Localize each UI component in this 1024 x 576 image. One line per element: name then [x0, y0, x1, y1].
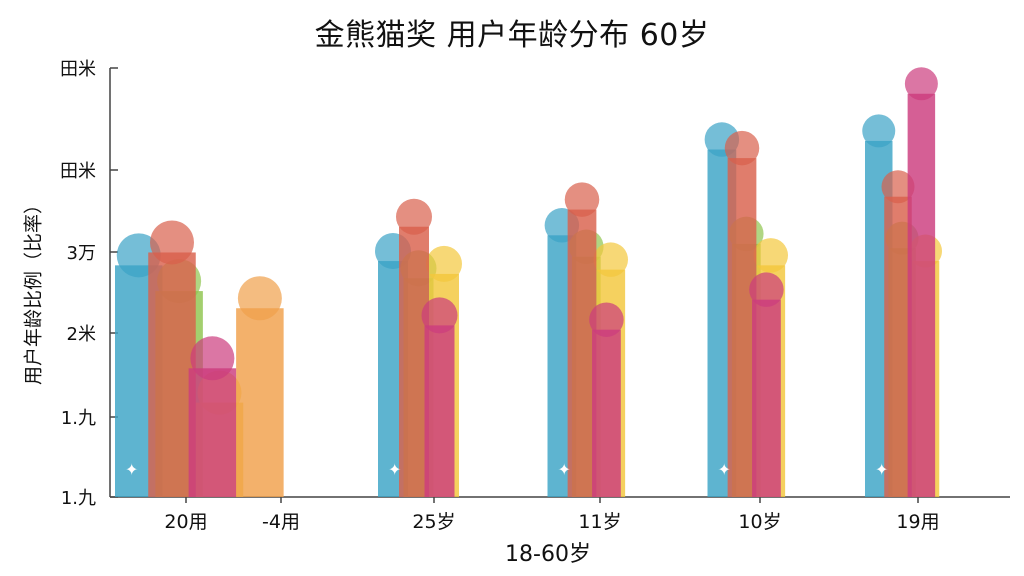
bar — [148, 252, 196, 497]
x-axis-label: 18-60岁 — [505, 542, 591, 567]
panda-head-icon — [426, 245, 462, 282]
panda-head-icon — [881, 170, 915, 204]
bar — [727, 158, 757, 497]
bar — [752, 299, 781, 497]
y-tick-label: 田米 — [60, 59, 96, 80]
bar — [592, 329, 621, 497]
panda-head-icon — [421, 297, 458, 334]
panda-head-icon — [862, 114, 896, 148]
panda-head-icon — [396, 198, 432, 235]
panda-head-icon — [724, 130, 760, 166]
x-tick-label: 10岁 — [738, 511, 781, 533]
y-tick-label: 1.九 — [61, 488, 96, 509]
panda-head-icon — [753, 238, 788, 273]
panda-head-icon — [564, 182, 600, 217]
panda-head-icon — [749, 272, 784, 307]
x-tick-label: 19用 — [896, 511, 939, 533]
chart-title: 金熊猫奖 用户年龄分布 60岁 — [314, 18, 710, 53]
x-tick-label: 25岁 — [412, 511, 455, 533]
y-tick-label: 1.九 — [61, 408, 96, 429]
panda-head-icon — [904, 67, 938, 101]
sparkle-icon: ✦ — [388, 460, 401, 479]
panda-head-icon — [589, 302, 624, 337]
y-tick-label: 田米 — [60, 161, 96, 182]
sparkle-icon: ✦ — [875, 460, 888, 479]
bar — [236, 308, 284, 497]
panda-head-icon — [593, 242, 628, 277]
bar — [567, 209, 597, 497]
bar — [907, 93, 936, 498]
bar — [399, 226, 429, 498]
bar — [424, 325, 455, 497]
y-tick-label: 2米 — [67, 324, 96, 345]
panda-head-icon — [237, 276, 282, 321]
panda-head-icon — [190, 336, 235, 381]
bar — [188, 368, 237, 497]
sparkle-icon: ✦ — [125, 460, 138, 479]
panda-head-icon — [150, 220, 194, 265]
y-tick-label: 3万 — [67, 243, 96, 264]
bar — [884, 196, 912, 497]
sparkle-icon: ✦ — [718, 460, 731, 479]
x-tick-label: 11岁 — [578, 511, 621, 533]
sparkle-icon: ✦ — [558, 460, 571, 479]
x-tick-label: 20用 — [164, 511, 207, 533]
x-tick-label: -4用 — [262, 511, 300, 533]
